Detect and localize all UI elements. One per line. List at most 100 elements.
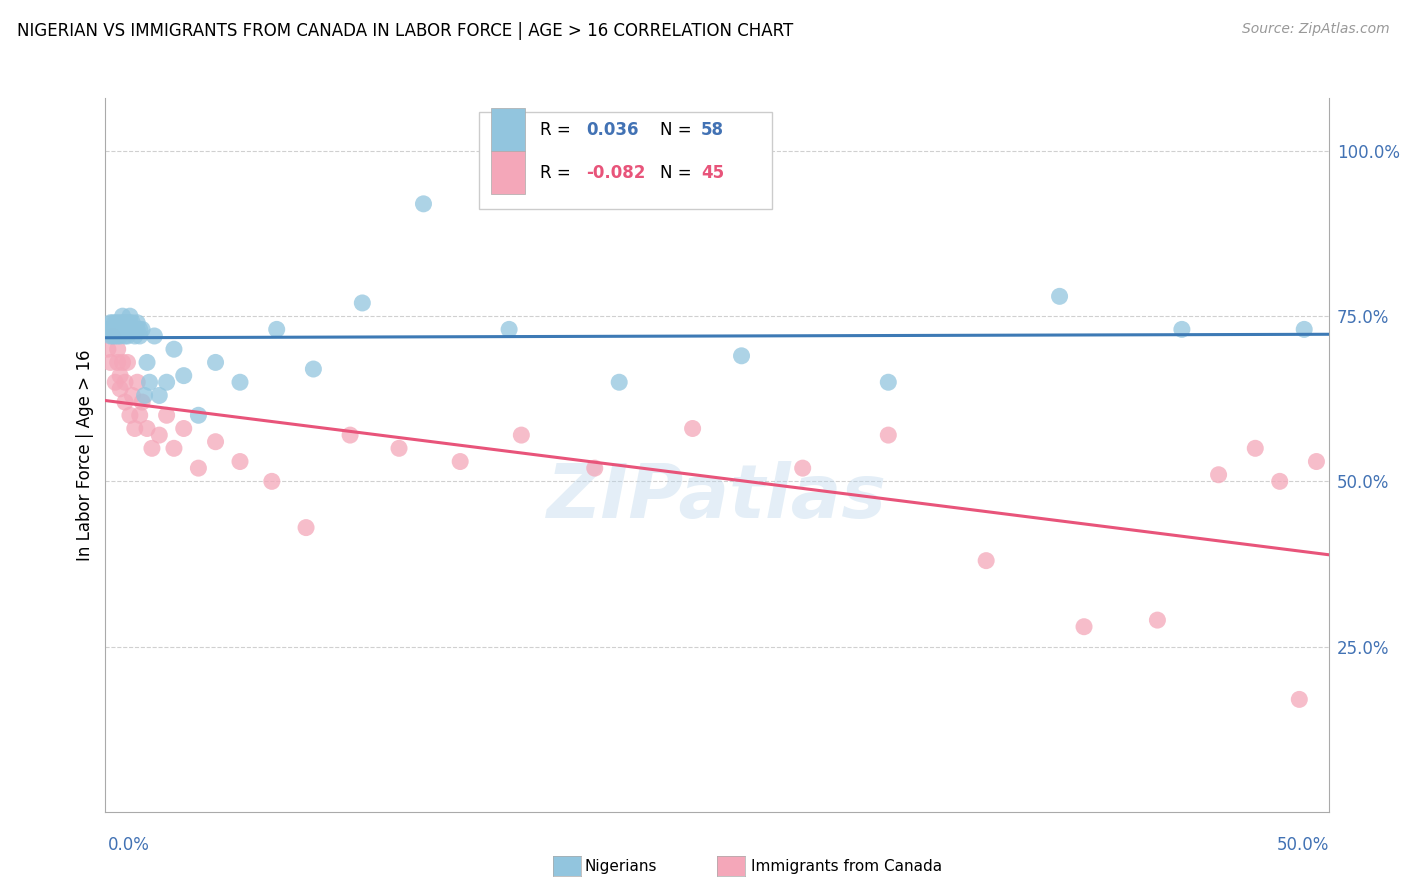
Point — [111, 309, 134, 323]
Point — [118, 409, 141, 423]
Point — [187, 461, 209, 475]
Point — [1146, 613, 1168, 627]
FancyBboxPatch shape — [491, 152, 524, 194]
Text: 50.0%: 50.0% — [1277, 836, 1329, 854]
Point — [1208, 467, 1230, 482]
Point — [128, 329, 150, 343]
Point — [607, 376, 630, 390]
Point — [155, 409, 177, 423]
Point — [141, 442, 163, 456]
Point — [1294, 322, 1316, 336]
Point — [111, 355, 134, 369]
Point — [118, 316, 141, 330]
Point — [114, 316, 136, 330]
Point — [266, 322, 288, 336]
Point — [730, 349, 752, 363]
Point — [148, 388, 170, 402]
Text: R =: R = — [540, 120, 575, 138]
Y-axis label: In Labor Force | Age > 16: In Labor Force | Age > 16 — [76, 349, 94, 561]
Point — [98, 355, 121, 369]
Text: 58: 58 — [702, 120, 724, 138]
Point — [127, 322, 149, 336]
Point — [104, 329, 127, 343]
FancyBboxPatch shape — [478, 112, 772, 209]
Point — [138, 376, 160, 390]
Point — [187, 409, 209, 423]
Text: N =: N = — [659, 120, 696, 138]
Point — [117, 316, 139, 330]
Point — [98, 329, 121, 343]
Text: 45: 45 — [702, 164, 724, 182]
Point — [682, 421, 704, 435]
Point — [108, 329, 131, 343]
Point — [124, 421, 146, 435]
Point — [173, 368, 195, 383]
Point — [143, 329, 166, 343]
Point — [128, 322, 150, 336]
Text: NIGERIAN VS IMMIGRANTS FROM CANADA IN LABOR FORCE | AGE > 16 CORRELATION CHART: NIGERIAN VS IMMIGRANTS FROM CANADA IN LA… — [17, 22, 793, 40]
Point — [1049, 289, 1071, 303]
Point — [204, 434, 226, 449]
Point — [136, 421, 159, 435]
Text: Immigrants from Canada: Immigrants from Canada — [751, 859, 942, 873]
Point — [97, 342, 120, 356]
Point — [121, 322, 143, 336]
Point — [114, 376, 136, 390]
Text: 0.036: 0.036 — [586, 120, 638, 138]
Point — [104, 322, 127, 336]
Point — [114, 395, 136, 409]
Point — [449, 454, 471, 468]
Point — [121, 316, 143, 330]
Point — [155, 376, 177, 390]
Point — [121, 388, 143, 402]
Point — [114, 322, 136, 336]
Point — [118, 322, 141, 336]
Point — [107, 355, 129, 369]
Point — [229, 376, 252, 390]
Point — [148, 428, 170, 442]
Point — [124, 329, 146, 343]
Text: N =: N = — [659, 164, 696, 182]
FancyBboxPatch shape — [491, 108, 524, 151]
Point — [108, 316, 131, 330]
Point — [131, 395, 153, 409]
Point — [107, 342, 129, 356]
Text: 0.0%: 0.0% — [108, 836, 150, 854]
Point — [260, 475, 283, 489]
Point — [114, 329, 136, 343]
Point — [124, 322, 146, 336]
Point — [163, 442, 186, 456]
Point — [1268, 475, 1291, 489]
Point — [104, 376, 127, 390]
Point — [229, 454, 252, 468]
Point — [107, 322, 129, 336]
Point — [204, 355, 226, 369]
Point — [412, 197, 434, 211]
Point — [97, 322, 120, 336]
Point — [302, 362, 325, 376]
Point — [101, 316, 124, 330]
Point — [1171, 322, 1194, 336]
Point — [117, 329, 139, 343]
Point — [111, 322, 134, 336]
Text: Nigerians: Nigerians — [585, 859, 658, 873]
Point — [98, 316, 121, 330]
Text: Source: ZipAtlas.com: Source: ZipAtlas.com — [1241, 22, 1389, 37]
Point — [107, 329, 129, 343]
Point — [877, 428, 900, 442]
Point — [108, 368, 131, 383]
Point — [104, 316, 127, 330]
Point — [295, 520, 318, 534]
Point — [127, 376, 149, 390]
Point — [1244, 442, 1267, 456]
Point — [131, 322, 153, 336]
Point — [136, 355, 159, 369]
Point — [101, 329, 124, 343]
Point — [134, 388, 156, 402]
Point — [117, 355, 139, 369]
Text: R =: R = — [540, 164, 575, 182]
Point — [877, 376, 900, 390]
Point — [498, 322, 520, 336]
Point — [118, 309, 141, 323]
Point — [101, 322, 124, 336]
